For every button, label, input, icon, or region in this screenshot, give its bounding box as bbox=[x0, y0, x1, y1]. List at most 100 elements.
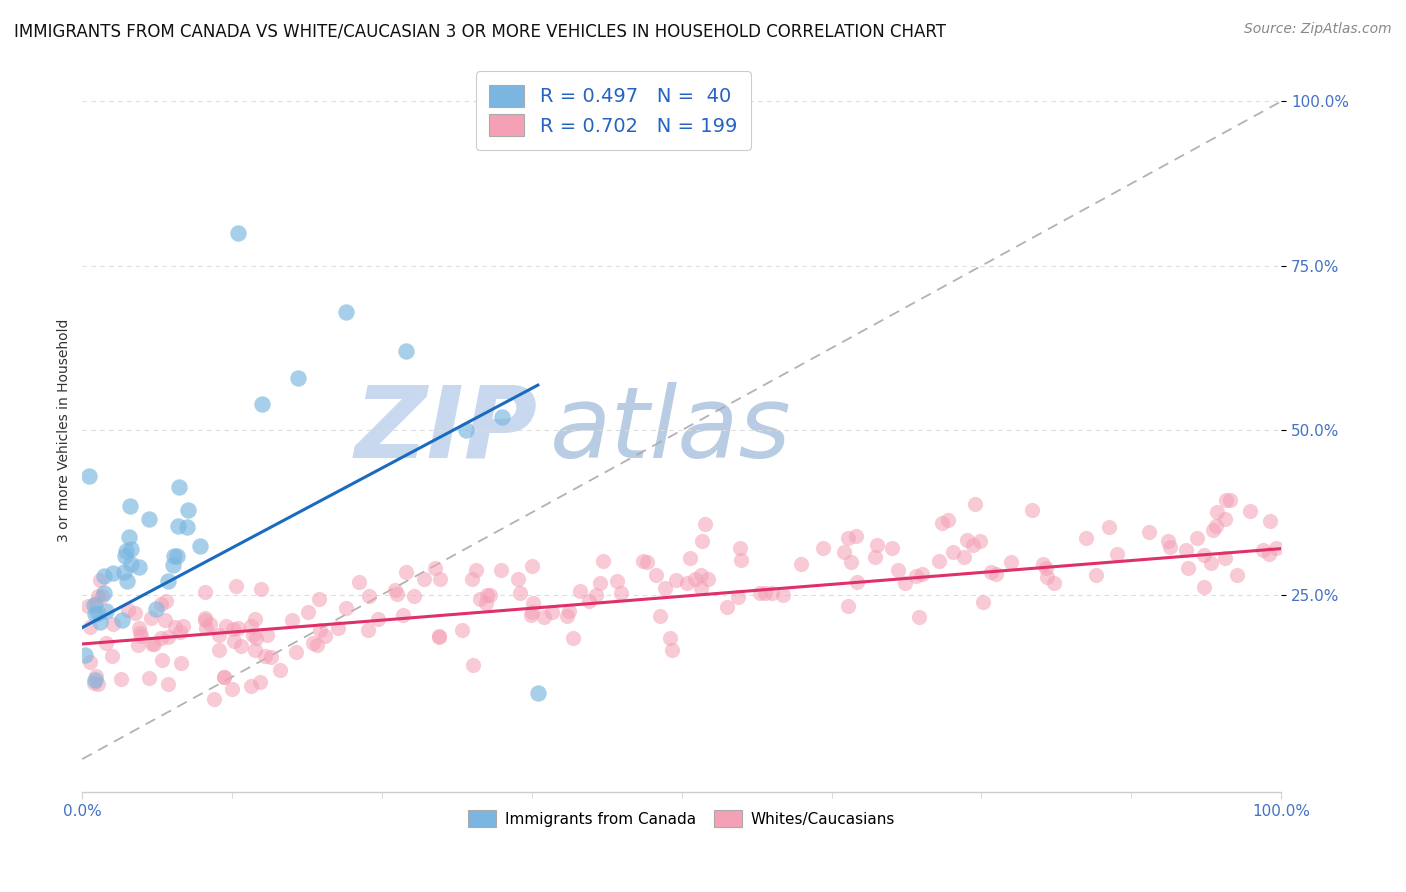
Point bbox=[162, 558, 184, 573]
Point bbox=[239, 679, 262, 693]
Point bbox=[754, 586, 776, 600]
Point bbox=[150, 632, 173, 646]
Point bbox=[357, 590, 380, 604]
Point bbox=[245, 642, 267, 657]
Point bbox=[1258, 514, 1281, 528]
Point bbox=[928, 554, 950, 568]
Point bbox=[156, 677, 179, 691]
Point bbox=[215, 619, 238, 633]
Point bbox=[240, 619, 263, 633]
Point bbox=[188, 540, 211, 554]
Point bbox=[297, 605, 319, 619]
Point bbox=[117, 603, 139, 617]
Point bbox=[103, 566, 125, 581]
Point bbox=[87, 589, 110, 603]
Point bbox=[150, 597, 173, 611]
Point bbox=[1032, 557, 1054, 571]
Point bbox=[772, 588, 794, 602]
Point bbox=[541, 605, 564, 619]
Point bbox=[212, 670, 235, 684]
Point bbox=[367, 612, 389, 626]
Point bbox=[893, 576, 915, 591]
Point bbox=[631, 554, 654, 568]
Point bbox=[846, 574, 869, 589]
Point bbox=[101, 616, 124, 631]
Point bbox=[89, 615, 111, 629]
Point bbox=[194, 584, 217, 599]
Point bbox=[83, 675, 105, 690]
Point bbox=[243, 612, 266, 626]
Point bbox=[1258, 547, 1281, 561]
Point bbox=[120, 500, 142, 514]
Point bbox=[79, 620, 101, 634]
Point bbox=[464, 563, 486, 577]
Point bbox=[395, 344, 418, 359]
Point bbox=[128, 621, 150, 635]
Point bbox=[661, 643, 683, 657]
Point bbox=[509, 585, 531, 599]
Point bbox=[145, 602, 167, 616]
Point bbox=[1074, 531, 1097, 545]
Point bbox=[834, 545, 856, 559]
Point bbox=[357, 624, 380, 638]
Point bbox=[77, 469, 100, 483]
Point bbox=[250, 397, 273, 411]
Text: atlas: atlas bbox=[550, 382, 792, 479]
Point bbox=[533, 610, 555, 624]
Point bbox=[648, 609, 671, 624]
Point bbox=[260, 649, 283, 664]
Point bbox=[562, 631, 585, 645]
Point bbox=[212, 670, 235, 684]
Point bbox=[1206, 504, 1229, 518]
Point bbox=[1035, 561, 1057, 575]
Point bbox=[460, 572, 482, 586]
Point bbox=[689, 567, 711, 582]
Point bbox=[936, 513, 959, 527]
Point bbox=[385, 587, 408, 601]
Point bbox=[1205, 519, 1227, 533]
Point bbox=[285, 644, 308, 658]
Point bbox=[522, 558, 544, 573]
Point bbox=[527, 686, 550, 700]
Point bbox=[475, 588, 498, 602]
Point bbox=[1201, 556, 1223, 570]
Point bbox=[83, 599, 105, 613]
Point bbox=[904, 569, 927, 583]
Point bbox=[592, 554, 614, 568]
Point bbox=[172, 619, 194, 633]
Point bbox=[87, 606, 110, 620]
Point bbox=[953, 550, 976, 565]
Point bbox=[115, 544, 138, 558]
Y-axis label: 3 or more Vehicles in Household: 3 or more Vehicles in Household bbox=[58, 318, 72, 542]
Point bbox=[112, 565, 135, 579]
Point bbox=[690, 581, 713, 595]
Point bbox=[142, 637, 165, 651]
Point bbox=[269, 663, 291, 677]
Point bbox=[696, 572, 718, 586]
Point bbox=[163, 619, 186, 633]
Point bbox=[1043, 575, 1066, 590]
Point bbox=[911, 566, 934, 581]
Point bbox=[115, 574, 138, 588]
Point bbox=[451, 623, 474, 637]
Point bbox=[194, 613, 217, 627]
Point bbox=[1185, 531, 1208, 545]
Point bbox=[1213, 551, 1236, 566]
Point bbox=[461, 658, 484, 673]
Point bbox=[585, 588, 607, 602]
Point bbox=[384, 582, 406, 597]
Point bbox=[87, 676, 110, 690]
Point bbox=[963, 497, 986, 511]
Point bbox=[155, 594, 177, 608]
Point bbox=[845, 529, 868, 543]
Point bbox=[326, 621, 349, 635]
Point bbox=[225, 579, 247, 593]
Point bbox=[163, 549, 186, 564]
Point bbox=[110, 672, 132, 686]
Point bbox=[644, 567, 666, 582]
Point bbox=[522, 596, 544, 610]
Point bbox=[226, 621, 249, 635]
Point bbox=[676, 575, 699, 590]
Point bbox=[427, 630, 450, 644]
Point bbox=[728, 541, 751, 556]
